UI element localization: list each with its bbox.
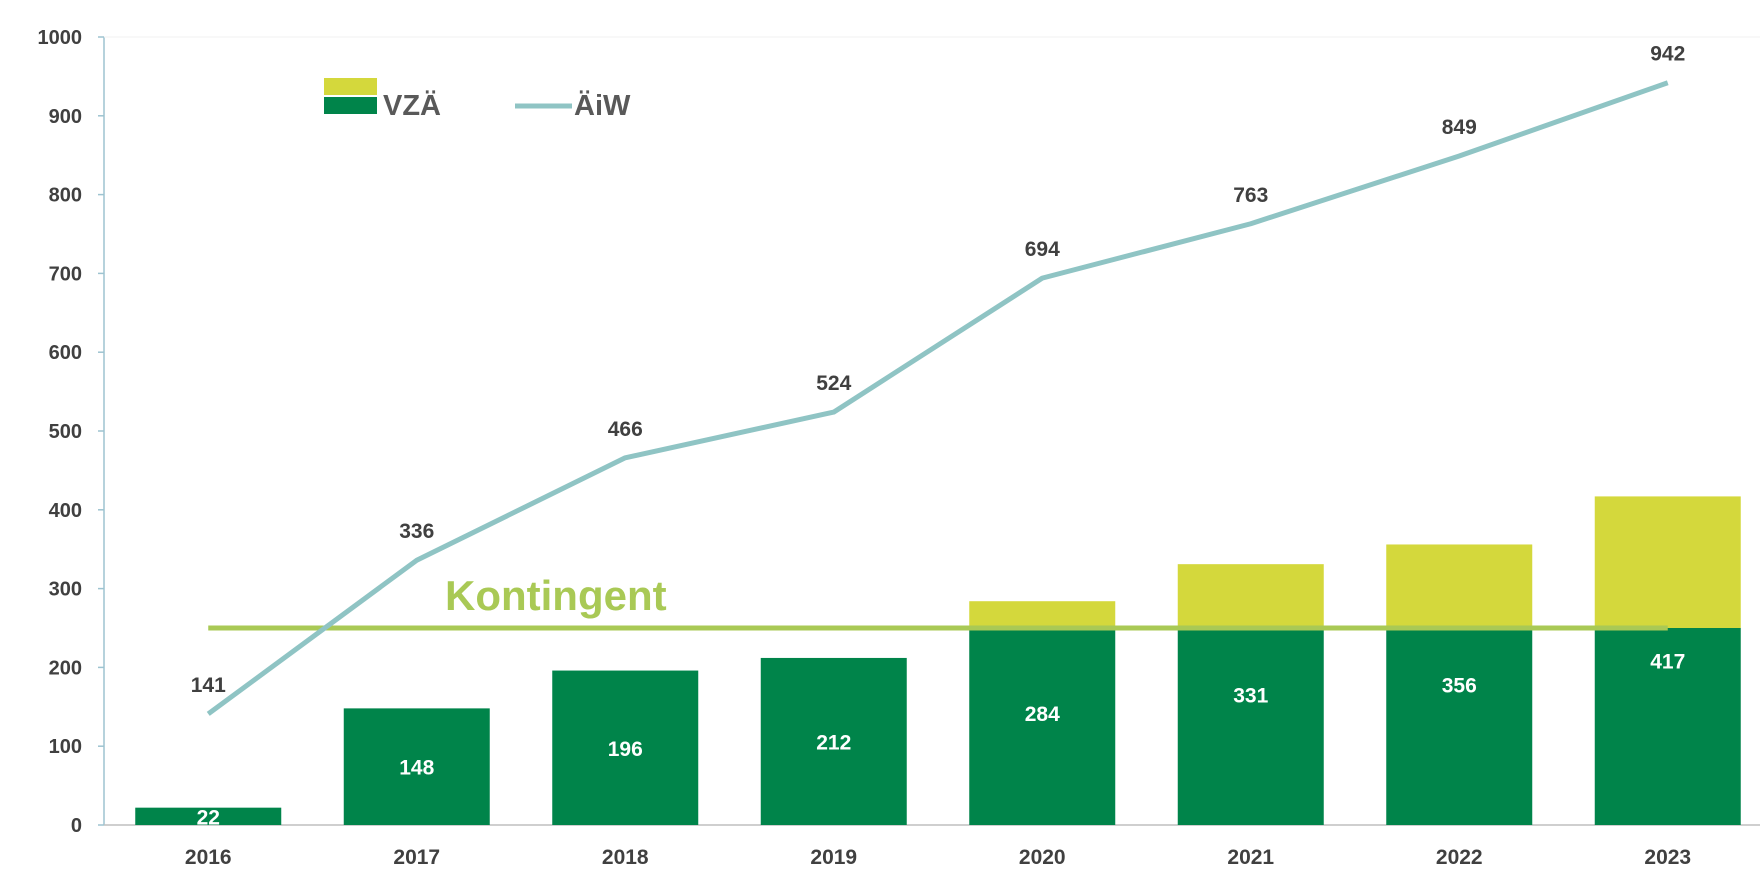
- x-tick-label: 2019: [810, 846, 857, 869]
- bar: [760, 657, 907, 825]
- y-tick-label: 700: [49, 263, 82, 285]
- y-tick-label: 800: [49, 185, 82, 207]
- x-tick-label: 2018: [602, 846, 649, 869]
- legend-swatch-above: [324, 78, 377, 95]
- y-tick-label: 500: [49, 421, 82, 443]
- bar-data-label: 22: [197, 806, 220, 829]
- bar: [135, 807, 282, 825]
- line-data-label: 466: [608, 418, 643, 441]
- legend-label-aiw: ÄiW: [574, 89, 631, 122]
- y-tick-label: 400: [49, 500, 82, 522]
- line-data-label: 524: [816, 372, 851, 395]
- legend-swatch-within: [324, 97, 377, 114]
- bar-within-kontingent: [1177, 628, 1324, 825]
- bar-data-label: 356: [1442, 675, 1477, 698]
- line-data-label: 141: [191, 674, 226, 697]
- x-tick-label: 2020: [1019, 846, 1066, 869]
- bar-above-kontingent: [1386, 544, 1533, 628]
- bar-above-kontingent: [1177, 564, 1324, 628]
- bar: [552, 670, 699, 825]
- bar-within-kontingent: [969, 628, 1116, 825]
- x-tick-label: 2017: [393, 846, 440, 869]
- x-tick-label: 2021: [1227, 846, 1274, 869]
- y-tick-label: 100: [49, 736, 82, 758]
- bar-within-kontingent: [1594, 628, 1741, 825]
- bar-within-kontingent: [1386, 628, 1533, 825]
- x-tick-label: 2016: [185, 846, 232, 869]
- line-data-label: 336: [399, 520, 434, 543]
- y-tick-label: 300: [49, 579, 82, 601]
- line-data-label: 694: [1025, 238, 1060, 261]
- y-tick-label: 0: [71, 815, 82, 837]
- line-data-label: 763: [1233, 184, 1268, 207]
- bar: [343, 708, 490, 825]
- bar-above-kontingent: [1594, 496, 1741, 628]
- y-tick-label: 900: [49, 106, 82, 128]
- bar-data-label: 417: [1650, 651, 1685, 674]
- line-data-label: 849: [1442, 116, 1477, 139]
- bar-data-label: 196: [608, 738, 643, 761]
- kontingent-label: Kontingent: [445, 572, 667, 619]
- y-tick-label: 200: [49, 657, 82, 679]
- bar-data-label: 148: [399, 757, 434, 780]
- bar-above-kontingent: [969, 601, 1116, 628]
- legend-label-vza: VZÄ: [383, 89, 441, 122]
- bar-data-label: 212: [816, 731, 851, 754]
- x-tick-label: 2023: [1644, 846, 1691, 869]
- y-tick-label: 1000: [38, 27, 83, 49]
- x-tick-label: 2022: [1436, 846, 1483, 869]
- aiw-line: [206, 80, 1669, 716]
- bar-data-label: 284: [1025, 703, 1060, 726]
- line-data-label: 942: [1650, 43, 1685, 66]
- y-tick-label: 600: [49, 342, 82, 364]
- bar-data-label: 331: [1233, 685, 1268, 708]
